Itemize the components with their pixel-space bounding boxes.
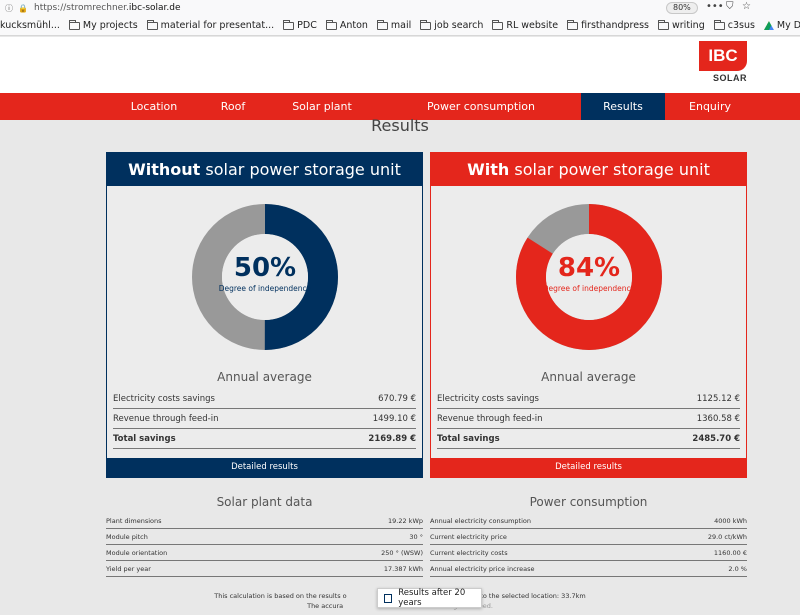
row-feed-in-revenue: Revenue through feed-in 1499.10 € [113,409,416,429]
bookmark-label: Anton [339,20,368,31]
bookmark-item[interactable]: mail [376,19,412,31]
row-electricity-savings: Electricity costs savings 1125.12 € [437,389,740,409]
donut-svg [516,204,662,350]
card-with-storage: With solar power storage unit 84% Degree… [430,152,747,478]
row-total-savings: Total savings 2169.89 € [113,429,416,449]
nav-results[interactable]: Results [581,93,665,120]
bookmark-item[interactable]: writing [658,19,705,31]
independence-donut-chart: 84% Degree of independence [515,203,663,351]
folder-icon [492,19,504,30]
independence-percent: 84% [557,253,621,283]
zoom-indicator[interactable]: 80% [666,2,698,14]
logo-subtitle: SOLAR [713,73,747,83]
card-header: Without solar power storage unit [107,153,422,186]
info-icon[interactable]: ⓘ [5,3,13,13]
bookmark-label: mail [390,20,412,31]
bookmark-item[interactable]: kucksmühl... [0,20,60,31]
donut-center [546,234,632,320]
table-row: Current electricity costs 1160.00 € [430,545,747,561]
bookmark-label: RL website [506,20,559,31]
bookmark-label: firsthandpress [581,20,649,31]
folder-icon [68,19,80,30]
annual-rows: Electricity costs savings 1125.12 € Reven… [437,389,740,449]
table-row: Module pitch 30 ° [106,529,423,545]
results-20-years-toggle[interactable]: Results after 20 years [377,588,482,608]
main-navigation: Location Roof Solar plant Power consumpt… [0,93,800,120]
table-row: Module orientation 250 ° (WSW) [106,545,423,561]
bookmark-item[interactable]: My Drive - Google Drive [763,20,800,31]
pocket-icon[interactable]: ⛉ [726,1,734,12]
nav-enquiry[interactable]: Enquiry [689,100,731,113]
folder-icon [420,19,432,30]
url-field[interactable]: https://stromrechner.ibc-solar.de [34,3,181,13]
independence-percent: 50% [233,253,297,283]
logo-badge: IBC [699,41,747,71]
bookmark-item[interactable]: job search [420,19,484,31]
bookmark-label: kucksmühl... [0,20,60,31]
nav-power-consumption[interactable]: Power consumption [427,100,535,113]
bookmark-label: PDC [297,20,317,31]
solar-plant-data-table: Plant dimensions 19.22 kWp Module pitch 30… [106,513,423,577]
bookmark-label: writing [672,20,705,31]
checkbox[interactable] [384,593,393,603]
page-title: Results [371,116,429,135]
bookmarks-bar: kucksmühl... My projects material for pres… [0,16,800,36]
annual-average-title: Annual average [217,370,312,384]
lock-icon: 🔒 [18,3,28,13]
row-electricity-savings: Electricity costs savings 670.79 € [113,389,416,409]
bookmark-label: job search [434,20,484,31]
donut-independence-segment [192,204,338,350]
nav-solar-plant[interactable]: Solar plant [292,100,352,113]
table-row: Yield per year 17.387 kWh [106,561,423,577]
annual-rows: Electricity costs savings 670.79 € Revenu… [113,389,416,449]
site-header: IBC SOLAR [0,37,800,93]
donut-svg [192,204,338,350]
detailed-results-button[interactable]: Detailed results [107,458,422,477]
bookmark-star-icon[interactable]: ☆ [742,1,751,12]
card-header: With solar power storage unit [431,153,746,186]
donut-independence-segment [516,204,662,350]
bookmark-item[interactable]: c3sus [713,19,755,31]
google-drive-icon [763,21,774,30]
nav-location[interactable]: Location [130,100,178,113]
table-row: Current electricity price 29.0 ct/kWh [430,529,747,545]
folder-icon [325,19,337,30]
independence-donut-chart: 50% Degree of independence [191,203,339,351]
row-feed-in-revenue: Revenue through feed-in 1360.58 € [437,409,740,429]
folder-icon [658,19,669,30]
bookmark-item[interactable]: RL website [492,19,559,31]
bookmark-label: c3sus [727,20,755,31]
bookmark-label: My projects [82,20,138,31]
folder-icon [146,19,158,30]
power-consumption-title: Power consumption [529,495,648,509]
bookmark-item[interactable]: firsthandpress [567,19,649,31]
bookmark-item[interactable]: Anton [325,19,368,31]
row-total-savings: Total savings 2485.70 € [437,429,740,449]
table-row: Annual electricity price increase 2.0 % [430,561,747,577]
table-row: Plant dimensions 19.22 kWp [106,513,423,529]
folder-icon [283,19,295,30]
folder-icon [376,19,388,30]
bookmark-item[interactable]: PDC [283,19,317,31]
detailed-results-button[interactable]: Detailed results [431,458,746,477]
card-without-storage: Without solar power storage unit 50% Deg… [106,152,423,478]
folder-icon [713,19,725,30]
folder-icon [567,19,579,30]
ibc-solar-logo[interactable]: IBC SOLAR [699,41,747,89]
solar-plant-data-title: Solar plant data [216,495,313,509]
browser-url-bar: ⓘ 🔒 https://stromrechner.ibc-solar.de 80… [0,0,800,16]
nav-roof[interactable]: Roof [220,100,246,113]
bookmark-item[interactable]: material for presentat... [146,19,275,31]
page-actions-icon[interactable]: ••• [706,1,724,12]
bookmark-label: My Drive - Google Drive [776,20,800,31]
toggle-label: Results after 20 years [398,588,466,608]
bookmark-label: material for presentat... [160,20,275,31]
donut-center [222,234,308,320]
independence-label: Degree of independence [218,284,312,293]
annual-average-title: Annual average [541,370,636,384]
bookmark-item[interactable]: My projects [68,19,138,31]
power-consumption-table: Annual electricity consumption 4000 kWh C… [430,513,747,577]
table-row: Annual electricity consumption 4000 kWh [430,513,747,529]
independence-label: Degree of independence [542,284,636,293]
